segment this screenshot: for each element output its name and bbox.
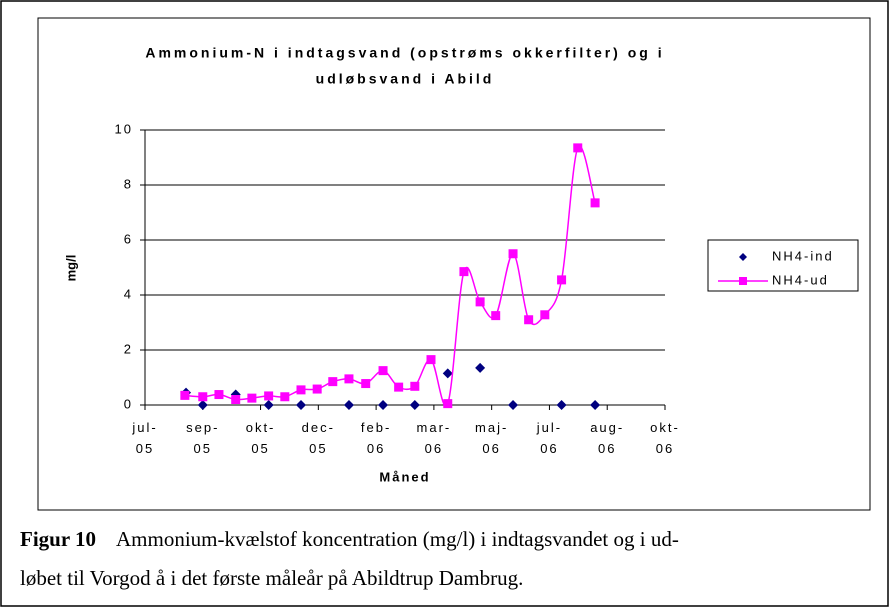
data-point: [524, 315, 534, 325]
data-point: [198, 392, 208, 402]
y-tick-label: 2: [124, 341, 133, 356]
x-tick-label: maj-06: [475, 420, 508, 456]
data-point: [394, 382, 404, 392]
caption-text: løbet til Vorgod å i det første måleår p…: [20, 566, 523, 590]
data-point: [426, 355, 436, 365]
data-point: [231, 395, 241, 404]
legend-marker: [739, 277, 747, 285]
data-point: [590, 198, 600, 208]
data-point: [443, 399, 453, 409]
data-point: [508, 249, 518, 259]
x-axis-label: Måned: [379, 469, 430, 484]
chart-title: udløbsvand i Abild: [316, 71, 495, 87]
caption-text: Ammonium-kvælstof koncentration (mg/l) i…: [116, 527, 679, 551]
x-tick-label: okt-06: [650, 420, 680, 456]
data-point: [264, 391, 274, 401]
data-point: [280, 392, 290, 402]
data-point: [590, 400, 601, 410]
data-point: [296, 400, 306, 410]
data-point: [409, 400, 420, 410]
x-tick-label: jul-05: [131, 420, 157, 456]
data-point: [491, 311, 501, 321]
data-point: [442, 368, 453, 379]
y-axis-label: mg/l: [63, 255, 78, 282]
y-tick-label: 8: [124, 176, 133, 191]
x-tick-label: dec-05: [302, 420, 335, 456]
data-point: [344, 374, 354, 384]
chart-title: Ammonium-N i indtagsvand (opstrøms okker…: [145, 45, 664, 61]
data-point: [312, 384, 322, 394]
y-tick-label: 4: [124, 286, 133, 301]
x-tick-label: feb-06: [361, 420, 391, 456]
data-point: [296, 385, 306, 395]
y-tick-label: 0: [124, 396, 133, 411]
legend-box: [707, 239, 859, 292]
data-point: [180, 390, 190, 400]
data-point: [557, 275, 567, 285]
y-tick-label: 6: [124, 231, 133, 246]
data-point: [343, 400, 354, 410]
data-point: [556, 400, 567, 410]
data-point: [214, 390, 224, 400]
x-tick-label: aug-06: [590, 420, 624, 456]
data-point: [410, 381, 420, 391]
data-point: [247, 393, 257, 403]
data-point: [475, 297, 485, 307]
legend-label: NH4-ud: [772, 272, 829, 287]
data-point: [263, 400, 274, 410]
x-tick-label: jul-06: [536, 420, 562, 456]
data-point: [573, 143, 583, 153]
data-point: [328, 377, 338, 387]
data-point: [197, 400, 208, 410]
legend-marker: [739, 253, 747, 261]
legend-label: NH4-ind: [772, 248, 834, 263]
data-point: [361, 379, 371, 389]
data-point: [540, 310, 550, 320]
caption-label: Figur 10: [20, 527, 96, 551]
x-tick-label: sep-05: [186, 420, 219, 456]
data-point: [508, 400, 519, 410]
data-point: [475, 362, 486, 373]
data-point: [378, 366, 388, 376]
y-tick-label: 10: [115, 121, 133, 136]
x-tick-label: mar-06: [417, 420, 452, 456]
data-point: [459, 267, 469, 277]
x-tick-label: okt-05: [246, 420, 276, 456]
data-point: [378, 400, 389, 410]
